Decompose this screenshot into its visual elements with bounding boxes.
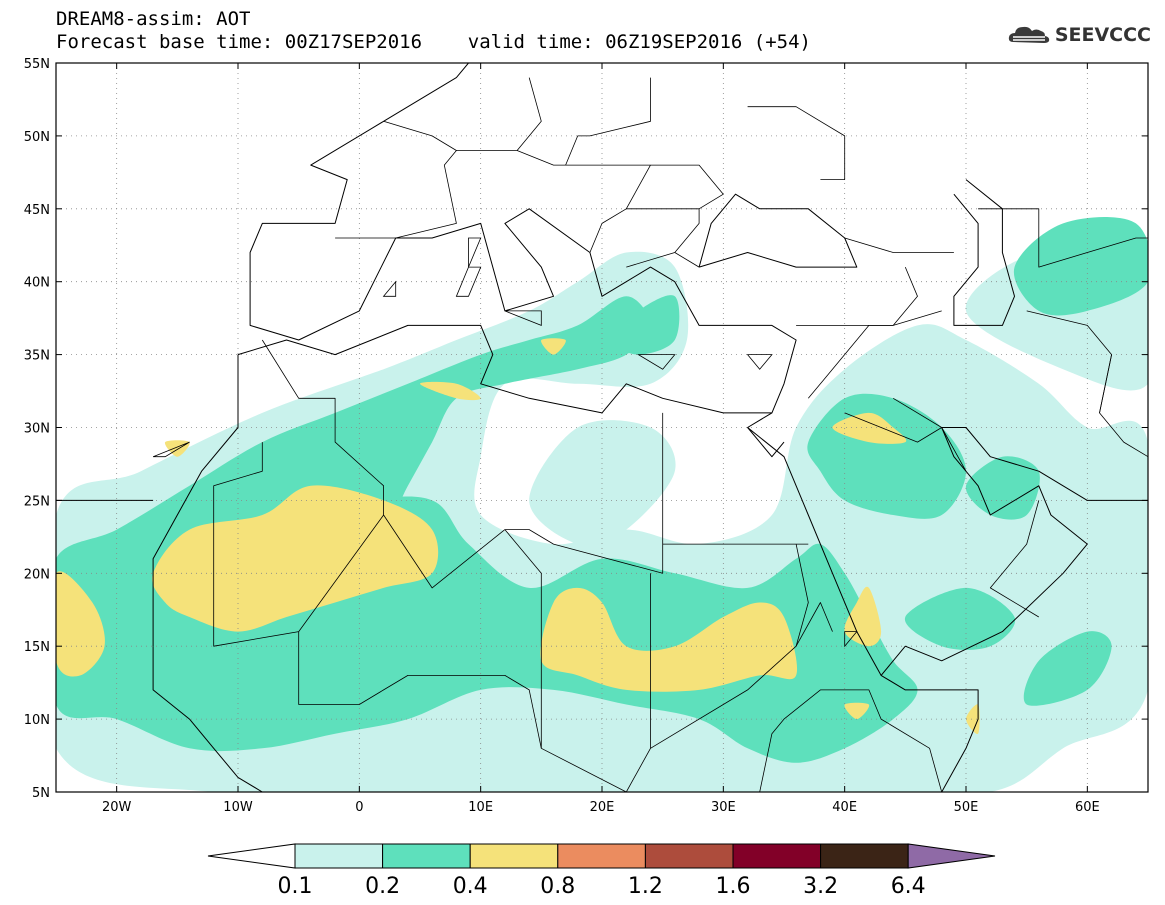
coastline bbox=[698, 193, 858, 268]
aot-region-0.4-0.8-0 bbox=[152, 485, 439, 632]
coastline bbox=[880, 427, 1148, 676]
aot-region-0.2-0.4-5 bbox=[1023, 631, 1112, 706]
lon-tick-label: 10W bbox=[223, 800, 253, 815]
lat-tick-label: 55N bbox=[24, 57, 50, 72]
colorbar-label: 0.2 bbox=[365, 874, 400, 899]
coastline bbox=[747, 412, 979, 792]
island-outline bbox=[468, 237, 482, 268]
cloud-icon bbox=[1008, 26, 1049, 43]
lat-tick-label: 5N bbox=[32, 786, 50, 801]
island-outline bbox=[844, 631, 858, 648]
country-border bbox=[213, 442, 384, 647]
country-border bbox=[989, 500, 1040, 618]
lat-tick-label: 15N bbox=[24, 640, 50, 655]
coastline bbox=[953, 179, 1015, 326]
colorbar-swatch bbox=[557, 843, 646, 869]
lat-tick-label: 30N bbox=[24, 422, 50, 437]
lat-tick-label: 45N bbox=[24, 203, 50, 218]
lon-tick-label: 10E bbox=[468, 800, 493, 815]
country-border bbox=[516, 77, 542, 151]
colorbar-label: 0.8 bbox=[540, 874, 575, 899]
island-outline bbox=[636, 354, 676, 370]
colorbar-swatch bbox=[382, 843, 471, 869]
colorbar: 0.1 0.2 0.4 0.8 1.2 1.6 3.2 6.4 bbox=[207, 843, 996, 899]
lon-tick-label: 0 bbox=[355, 800, 363, 815]
colorbar-swatch bbox=[732, 843, 822, 869]
lon-tick-label: 60E bbox=[1075, 800, 1100, 815]
island-outline bbox=[504, 310, 542, 326]
colorbar-label: 1.2 bbox=[628, 874, 663, 899]
country-border bbox=[589, 164, 651, 253]
lat-tick-label: 25N bbox=[24, 494, 50, 509]
country-border bbox=[565, 77, 651, 166]
island-outline bbox=[746, 354, 773, 370]
country-border bbox=[626, 208, 700, 268]
lon-tick-label: 40E bbox=[832, 800, 857, 815]
aot-region-0.2-0.4-7 bbox=[614, 295, 680, 355]
coastline bbox=[747, 427, 785, 458]
island-outline bbox=[152, 441, 190, 458]
colorbar-over-arrow bbox=[907, 843, 996, 869]
colorbar-label: 0.1 bbox=[278, 874, 313, 899]
coastline bbox=[237, 63, 797, 414]
aot-region-0.4-0.8-9 bbox=[966, 704, 980, 735]
lat-tick-label: 35N bbox=[24, 349, 50, 364]
lon-tick-label: 30E bbox=[711, 800, 736, 815]
aot-region-0.4-0.8-1 bbox=[56, 571, 105, 677]
country-border bbox=[1099, 354, 1112, 413]
aot-region-0.4-0.8-6 bbox=[420, 381, 481, 401]
lon-tick-label: 20E bbox=[590, 800, 615, 815]
country-border bbox=[335, 120, 457, 239]
brand-text: SEEVCCC bbox=[1054, 24, 1151, 46]
colorbar-label: 3.2 bbox=[803, 874, 838, 899]
seevccc-logo: SEEVCCC bbox=[1007, 24, 1151, 46]
colorbar-swatch bbox=[294, 843, 384, 869]
country-border bbox=[504, 529, 542, 749]
country-border bbox=[674, 252, 700, 268]
country-border bbox=[261, 339, 664, 589]
country-border bbox=[796, 310, 942, 326]
colorbar-swatch bbox=[820, 843, 909, 869]
colorbar-under-arrow bbox=[207, 843, 296, 869]
colorbar-swatch bbox=[469, 843, 559, 869]
country-border bbox=[892, 397, 967, 472]
aot-region-0.4-0.8-3 bbox=[832, 412, 907, 444]
aot-region-0.4-0.8-8 bbox=[844, 702, 870, 720]
lon-tick-label: 20W bbox=[102, 800, 132, 815]
country-border bbox=[978, 208, 1148, 268]
colorbar-label: 0.4 bbox=[453, 874, 488, 899]
aot-contour-fills bbox=[56, 217, 1148, 792]
country-border bbox=[844, 412, 942, 443]
island-outline bbox=[455, 266, 482, 297]
colorbar-label: 6.4 bbox=[891, 874, 926, 899]
lat-tick-label: 40N bbox=[24, 276, 50, 291]
country-border bbox=[456, 150, 724, 210]
aot-region-0.2-0.4-6 bbox=[1013, 217, 1148, 316]
aot-region-0.4-0.8-2 bbox=[540, 587, 798, 692]
coastline bbox=[152, 354, 239, 647]
island-outline bbox=[382, 280, 397, 297]
lat-tick-label: 50N bbox=[24, 130, 50, 145]
lon-tick-label: 50E bbox=[954, 800, 979, 815]
coastline bbox=[152, 646, 263, 792]
country-border bbox=[298, 631, 627, 792]
country-outlines bbox=[56, 63, 1148, 792]
aot-region-0.4-0.8-7 bbox=[541, 338, 566, 355]
aot-region-0.2-0.4-4 bbox=[904, 587, 1016, 650]
colorbar-swatch bbox=[644, 843, 734, 869]
colorbar-label: 1.6 bbox=[716, 874, 751, 899]
country-border bbox=[844, 237, 954, 253]
aot-region-0.1-0.2-1 bbox=[529, 420, 676, 546]
lat-tick-label: 10N bbox=[24, 713, 50, 728]
country-border bbox=[759, 689, 943, 792]
forecast-product-title: DREAM8-assim: AOT bbox=[56, 8, 251, 30]
forecast-time-line: Forecast base time: 00Z17SEP2016 valid t… bbox=[56, 31, 811, 53]
lat-tick-label: 20N bbox=[24, 567, 50, 582]
aot-region-0.2-0.4-3 bbox=[965, 456, 1040, 520]
axis-ticks: 20W 10W 0 10E 20E 30E 40E 50E 60E 5N 10N 15N 20N 25N 3… bbox=[24, 57, 1148, 815]
country-border bbox=[795, 602, 833, 647]
country-border bbox=[747, 106, 846, 180]
